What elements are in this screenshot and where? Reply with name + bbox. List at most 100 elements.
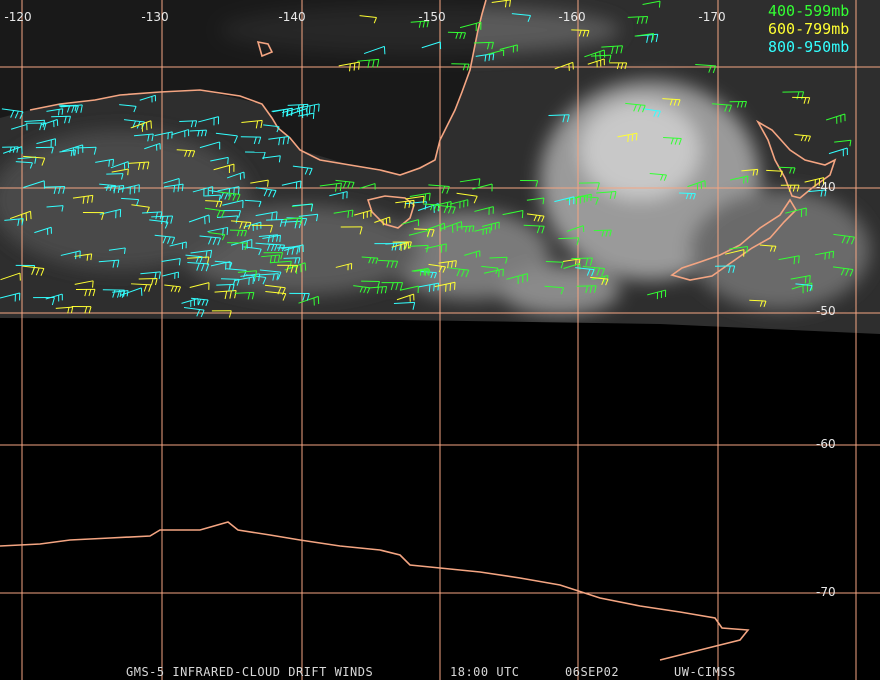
wind-barb <box>440 221 463 233</box>
wind-barbs <box>0 0 855 318</box>
wind-barb <box>399 285 419 294</box>
barb-flag <box>154 278 158 286</box>
barb-shaft <box>448 267 469 271</box>
barb-flag <box>798 255 800 264</box>
barb-flag <box>40 268 45 276</box>
wind-barb <box>262 155 281 163</box>
wind-barb <box>210 156 229 165</box>
wind-barb <box>413 269 431 277</box>
wind-barb <box>9 210 32 223</box>
barb-flag <box>194 120 198 128</box>
barb-shaft <box>298 213 318 217</box>
barb-shaft <box>234 291 254 294</box>
nz-south-coast <box>670 198 798 281</box>
wind-barb <box>4 218 24 226</box>
wind-barb <box>409 192 431 202</box>
barb-flag <box>92 289 96 297</box>
barb-flag <box>313 104 316 113</box>
wind-barb <box>790 274 811 284</box>
wind-barb <box>785 207 807 218</box>
barb-flag <box>199 256 203 263</box>
wind-barb <box>319 182 342 192</box>
barb-shaft <box>255 242 274 246</box>
barb-shaft <box>230 239 252 246</box>
barb-shaft <box>217 186 240 192</box>
barb-flag <box>655 34 659 43</box>
barb-flag <box>351 210 354 218</box>
barb-shaft <box>131 204 150 208</box>
wind-barb <box>438 260 457 269</box>
barb-flag <box>235 215 239 224</box>
barb-flag <box>233 187 235 196</box>
wind-barb <box>408 244 429 253</box>
wind-barb <box>106 173 124 180</box>
wind-barb <box>241 119 263 129</box>
barb-flag <box>228 284 231 291</box>
barb-flag <box>840 268 845 276</box>
barb-shaft <box>357 58 379 62</box>
longitude-label: -160 <box>558 10 585 24</box>
barb-flag <box>533 214 538 222</box>
barb-flag <box>504 0 507 8</box>
barb-flag <box>375 257 379 264</box>
barb-flag <box>804 135 808 142</box>
barb-shaft <box>778 255 800 261</box>
barb-flag <box>112 289 116 298</box>
barb-flag <box>463 32 466 40</box>
barb-flag <box>19 111 24 120</box>
barb-flag <box>215 201 219 208</box>
wind-barb <box>832 266 854 277</box>
wind-barb <box>102 289 126 298</box>
wind-barb <box>169 241 187 250</box>
barb-shaft <box>204 194 221 197</box>
barb-flag <box>170 285 174 292</box>
barb-shaft <box>265 290 286 295</box>
barb-flag <box>136 199 140 206</box>
barb-flag <box>254 270 258 278</box>
barb-shaft <box>405 195 425 200</box>
barb-flag <box>236 230 240 237</box>
barb-flag <box>84 306 88 314</box>
barb-shaft <box>243 246 262 250</box>
barb-shaft <box>169 241 187 247</box>
barb-shaft <box>72 194 93 199</box>
barb-flag <box>300 264 302 273</box>
barb-shaft <box>255 187 277 191</box>
barb-flag <box>409 241 412 249</box>
barb-flag <box>101 212 105 221</box>
wind-barb <box>338 61 360 72</box>
wind-barb <box>609 62 628 70</box>
barb-flag <box>53 186 57 195</box>
barb-shaft <box>285 108 307 117</box>
wind-barb <box>205 200 223 208</box>
wind-barb <box>434 281 456 292</box>
barb-flag <box>291 246 295 255</box>
wind-barb <box>566 225 585 232</box>
barb-flag <box>300 217 303 225</box>
barb-flag <box>412 302 416 310</box>
barb-shaft <box>45 293 63 300</box>
wind-barb <box>391 241 409 251</box>
barb-flag <box>222 234 226 241</box>
barb-flag <box>609 230 612 237</box>
barb-flag <box>234 290 237 299</box>
barb-shaft <box>472 183 493 190</box>
wind-barb <box>15 161 33 169</box>
barb-flag <box>585 285 589 294</box>
barb-flag <box>177 286 182 293</box>
barb-shaft <box>23 180 45 188</box>
latitude-labels: -40 -50 -60 -70 <box>816 180 836 599</box>
barb-flag <box>277 271 282 280</box>
barb-flag <box>429 204 433 211</box>
wind-barb <box>133 133 154 142</box>
barb-flag <box>576 237 580 246</box>
barb-shaft <box>526 213 545 217</box>
wind-barb <box>220 191 241 202</box>
wind-barb <box>642 108 661 118</box>
barb-shaft <box>271 107 293 112</box>
wind-barb <box>576 285 597 294</box>
wind-barb <box>283 217 303 225</box>
barb-shaft <box>204 207 225 212</box>
barb-flag <box>658 1 661 8</box>
wind-barb <box>199 141 221 150</box>
